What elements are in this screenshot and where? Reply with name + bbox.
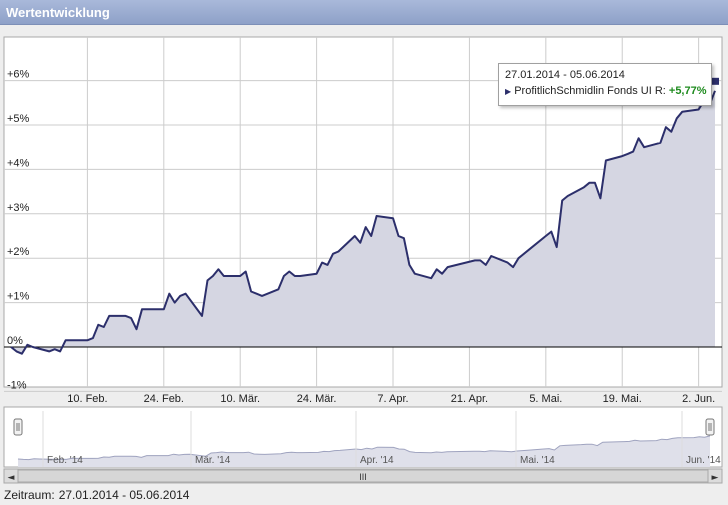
period-footer: Zeitraum: 27.01.2014 - 05.06.2014 [4,488,189,502]
tooltip-series-label: ProfitlichSchmidlin Fonds UI R: [514,85,666,97]
y-tick-label: +4% [7,157,30,169]
navigator-label: Feb. '14 [47,455,83,466]
x-tick-label: 10. Mär. [220,393,260,405]
tooltip-value: +5,77% [668,85,707,97]
tooltip-series: ▶ ProfitlichSchmidlin Fonds UI R: +5,77% [505,85,707,97]
scroll-left-button[interactable] [3,468,19,484]
panel-title: Wertentwicklung [6,5,110,20]
series-line [10,90,716,355]
scroll-right-button[interactable] [707,468,723,484]
scroll-left-icon: ◄ [8,473,15,483]
scrollbar-grip: III [359,472,367,482]
period-label: Zeitraum: [4,488,55,502]
navigator-label: Jun. '14 [686,455,721,466]
x-tick-label: 10. Feb. [67,393,107,405]
navigator-label: Mai. '14 [520,455,555,466]
navigator-label: Apr. '14 [360,455,394,466]
x-tick-label: 5. Mai. [529,393,562,405]
y-tick-label: +3% [7,202,30,214]
x-tick-label: 19. Mai. [603,393,642,405]
x-tick-label: 21. Apr. [451,393,488,405]
y-tick-label: +1% [7,291,30,303]
y-tick-label: +6% [7,69,30,81]
navigator-handle[interactable] [13,418,23,436]
panel-header: Wertentwicklung [0,0,728,25]
navigator-label: Mär. '14 [195,455,231,466]
scroll-right-icon: ► [712,473,719,483]
tooltip-range: 27.01.2014 - 05.06.2014 [505,69,625,81]
series-area [11,90,715,354]
navigator-handle[interactable] [705,418,715,436]
series-marker-icon: ▶ [505,87,512,96]
x-tick-label: 24. Mär. [297,393,337,405]
x-tick-label: 7. Apr. [377,393,408,405]
y-tick-label: 0% [7,335,23,347]
period-value: 27.01.2014 - 05.06.2014 [58,488,190,502]
last-point-marker [712,77,719,85]
y-tick-label: -1% [7,379,27,391]
x-tick-label: 24. Feb. [144,393,184,405]
chart-tooltip: 27.01.2014 - 05.06.2014 ▶ ProfitlichSchm… [498,63,712,106]
y-tick-label: +2% [7,246,30,258]
y-tick-label: +5% [7,113,30,125]
x-tick-label: 2. Jun. [682,393,715,405]
